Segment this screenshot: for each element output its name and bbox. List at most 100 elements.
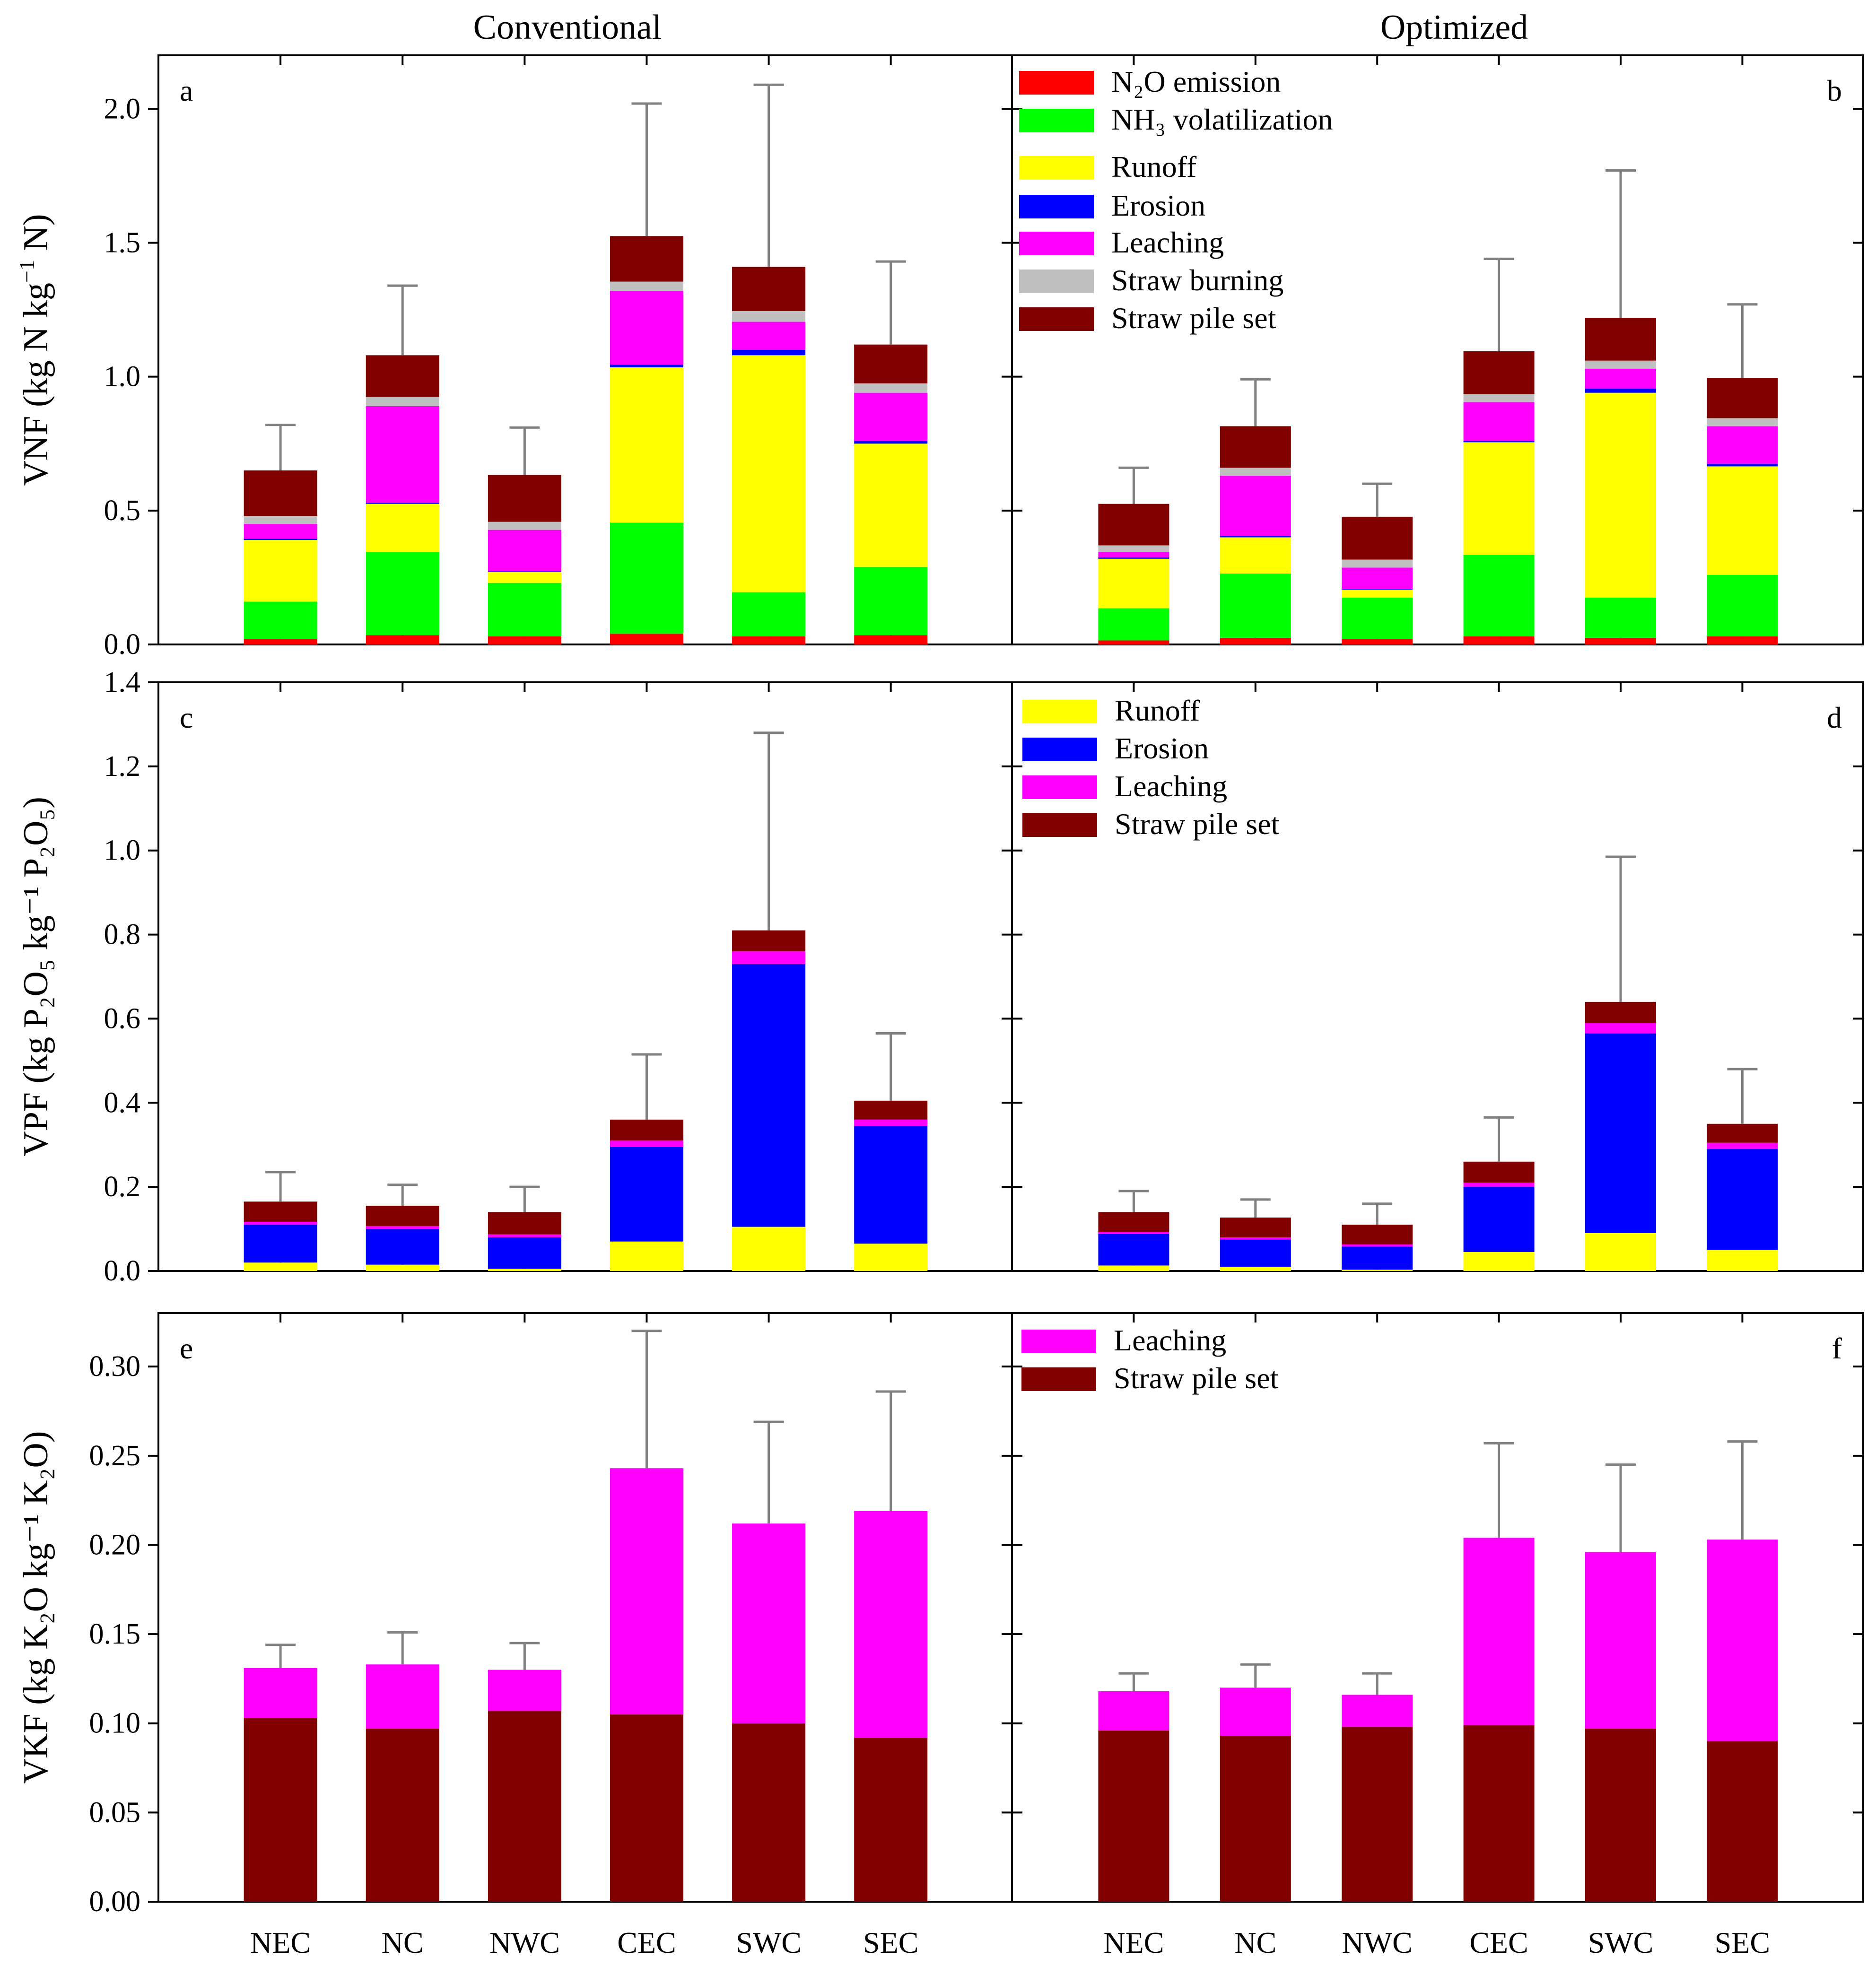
bar-segment-straw-pile-set	[732, 1723, 806, 1902]
bar-segment-runoff	[1463, 1252, 1535, 1271]
bar-segment-n-o-emission	[854, 635, 928, 644]
bar-segment-runoff	[732, 1227, 806, 1271]
bar-segment-erosion	[1098, 1234, 1169, 1266]
bar-segment-erosion	[366, 502, 439, 504]
bar-segment-erosion	[1342, 589, 1413, 590]
bar-segment-runoff	[1342, 589, 1413, 598]
y-tick-label: 0.2	[104, 1171, 141, 1203]
bar-segment-straw-pile-set	[244, 1201, 317, 1222]
bar-segment-straw-burning	[1342, 559, 1413, 568]
legend-swatch	[1019, 71, 1094, 95]
bar-segment-erosion	[1463, 441, 1535, 443]
bar-segment-runoff	[1220, 537, 1291, 574]
legend-label: Runoff	[1115, 694, 1200, 727]
x-tick-label: CEC	[1469, 1926, 1528, 1959]
bar-segment-straw-pile-set	[1220, 1218, 1291, 1237]
bar-segment-leaching	[732, 951, 806, 964]
bar-segment-straw-pile-set	[1463, 351, 1535, 394]
y-tick-label: 0.5	[104, 495, 141, 527]
legend-label: Erosion	[1115, 731, 1209, 765]
bar-segment-straw-burning	[732, 311, 806, 322]
bar-segment-runoff	[244, 540, 317, 602]
bar-segment-n-o-emission	[244, 639, 317, 644]
bar-segment-leaching	[1098, 552, 1169, 557]
bar-segment-leaching	[1220, 476, 1291, 536]
axis-title-part: VNF (kg N kg	[17, 283, 55, 486]
y-tick-label: 0.20	[89, 1529, 141, 1561]
bar-segment-nh-volatilization	[1707, 574, 1778, 637]
legend-label: Leaching	[1115, 769, 1227, 803]
bar-segment-erosion	[244, 539, 317, 540]
axis-title-superscript: −1	[15, 260, 39, 283]
bar-segment-erosion	[1707, 463, 1778, 467]
bar-segment-erosion	[488, 1237, 561, 1269]
bar-segment-erosion	[610, 365, 683, 367]
bar-segment-leaching	[1342, 567, 1413, 589]
legend-swatch	[1022, 700, 1097, 723]
bar-segment-leaching	[488, 1234, 561, 1237]
bar-segment-straw-pile-set	[1220, 426, 1291, 468]
bar-segment-straw-burning	[1585, 360, 1656, 369]
legend-swatch	[1019, 195, 1094, 218]
bar-segment-nh-volatilization	[1098, 608, 1169, 641]
bar-segment-runoff	[244, 1262, 317, 1271]
bar-segment-leaching	[1585, 1023, 1656, 1034]
bar-segment-leaching	[1342, 1695, 1413, 1727]
x-tick-label: NC	[1234, 1926, 1276, 1959]
bar-segment-runoff	[1585, 1233, 1656, 1271]
bar-segment-straw-pile-set	[366, 355, 439, 397]
bar-segment-runoff	[1098, 558, 1169, 609]
bar-segment-runoff	[366, 504, 439, 552]
bar-segment-leaching	[854, 1511, 928, 1738]
legend-label: Straw pile set	[1115, 807, 1280, 841]
x-tick-label: NWC	[489, 1926, 560, 1959]
y-tick-label: 0.0	[104, 1255, 141, 1287]
legend-label: Straw burning	[1111, 263, 1283, 297]
y-tick-label: 0.00	[89, 1886, 141, 1918]
bar-segment-erosion	[732, 350, 806, 356]
y-tick-label: 1.2	[104, 750, 141, 783]
bar-segment-leaching	[1098, 1691, 1169, 1731]
bar-segment-runoff	[1098, 1265, 1169, 1271]
bar-segment-runoff	[1463, 442, 1535, 555]
bar-segment-straw-burning	[854, 383, 928, 393]
x-tick-label: NC	[382, 1926, 424, 1959]
bar-segment-straw-pile-set	[1707, 1741, 1778, 1902]
bar-segment-leaching	[610, 1140, 683, 1147]
bar-segment-straw-pile-set	[1585, 1729, 1656, 1902]
legend-label: Straw pile set	[1114, 1361, 1279, 1395]
legend-swatch	[1019, 156, 1094, 180]
bar-segment-runoff	[1707, 1250, 1778, 1271]
legend-label: Straw pile set	[1111, 301, 1276, 335]
bar-segment-erosion	[1463, 1187, 1535, 1252]
panel-letter-b: b	[1827, 74, 1842, 107]
y-tick-label: 1.5	[104, 226, 141, 259]
bar-segment-leaching	[1585, 368, 1656, 389]
bar-segment-erosion	[854, 441, 928, 444]
legend-swatch	[1019, 109, 1094, 132]
bar-segment-leaching	[1707, 1142, 1778, 1149]
y-axis-title: VKF (kg K₂O kg⁻¹ K₂O)	[17, 1431, 55, 1784]
panel-letter-a: a	[180, 74, 193, 107]
bar-segment-straw-pile-set	[488, 475, 561, 522]
bar-segment-runoff	[610, 1241, 683, 1271]
bar-segment-n-o-emission	[366, 635, 439, 644]
bar-segment-straw-burning	[1220, 468, 1291, 476]
bar-segment-leaching	[1463, 402, 1535, 441]
bar-segment-nh-volatilization	[854, 566, 928, 635]
legend-swatch	[1019, 232, 1094, 255]
bar-segment-straw-pile-set	[1707, 378, 1778, 418]
bar-segment-leaching	[244, 1221, 317, 1225]
bar-segment-leaching	[1463, 1538, 1535, 1725]
bar-segment-straw-pile-set	[366, 1206, 439, 1226]
bar-segment-straw-pile-set	[1098, 1212, 1169, 1232]
legend-label: Runoff	[1111, 150, 1197, 183]
bar-segment-erosion	[366, 1229, 439, 1265]
bar-segment-runoff	[366, 1264, 439, 1271]
bar-segment-runoff	[488, 1269, 561, 1271]
bar-segment-leaching	[1098, 1232, 1169, 1234]
bar-segment-n-o-emission	[1707, 636, 1778, 644]
bar-segment-nh-volatilization	[610, 522, 683, 634]
bar-segment-n-o-emission	[1463, 636, 1535, 644]
